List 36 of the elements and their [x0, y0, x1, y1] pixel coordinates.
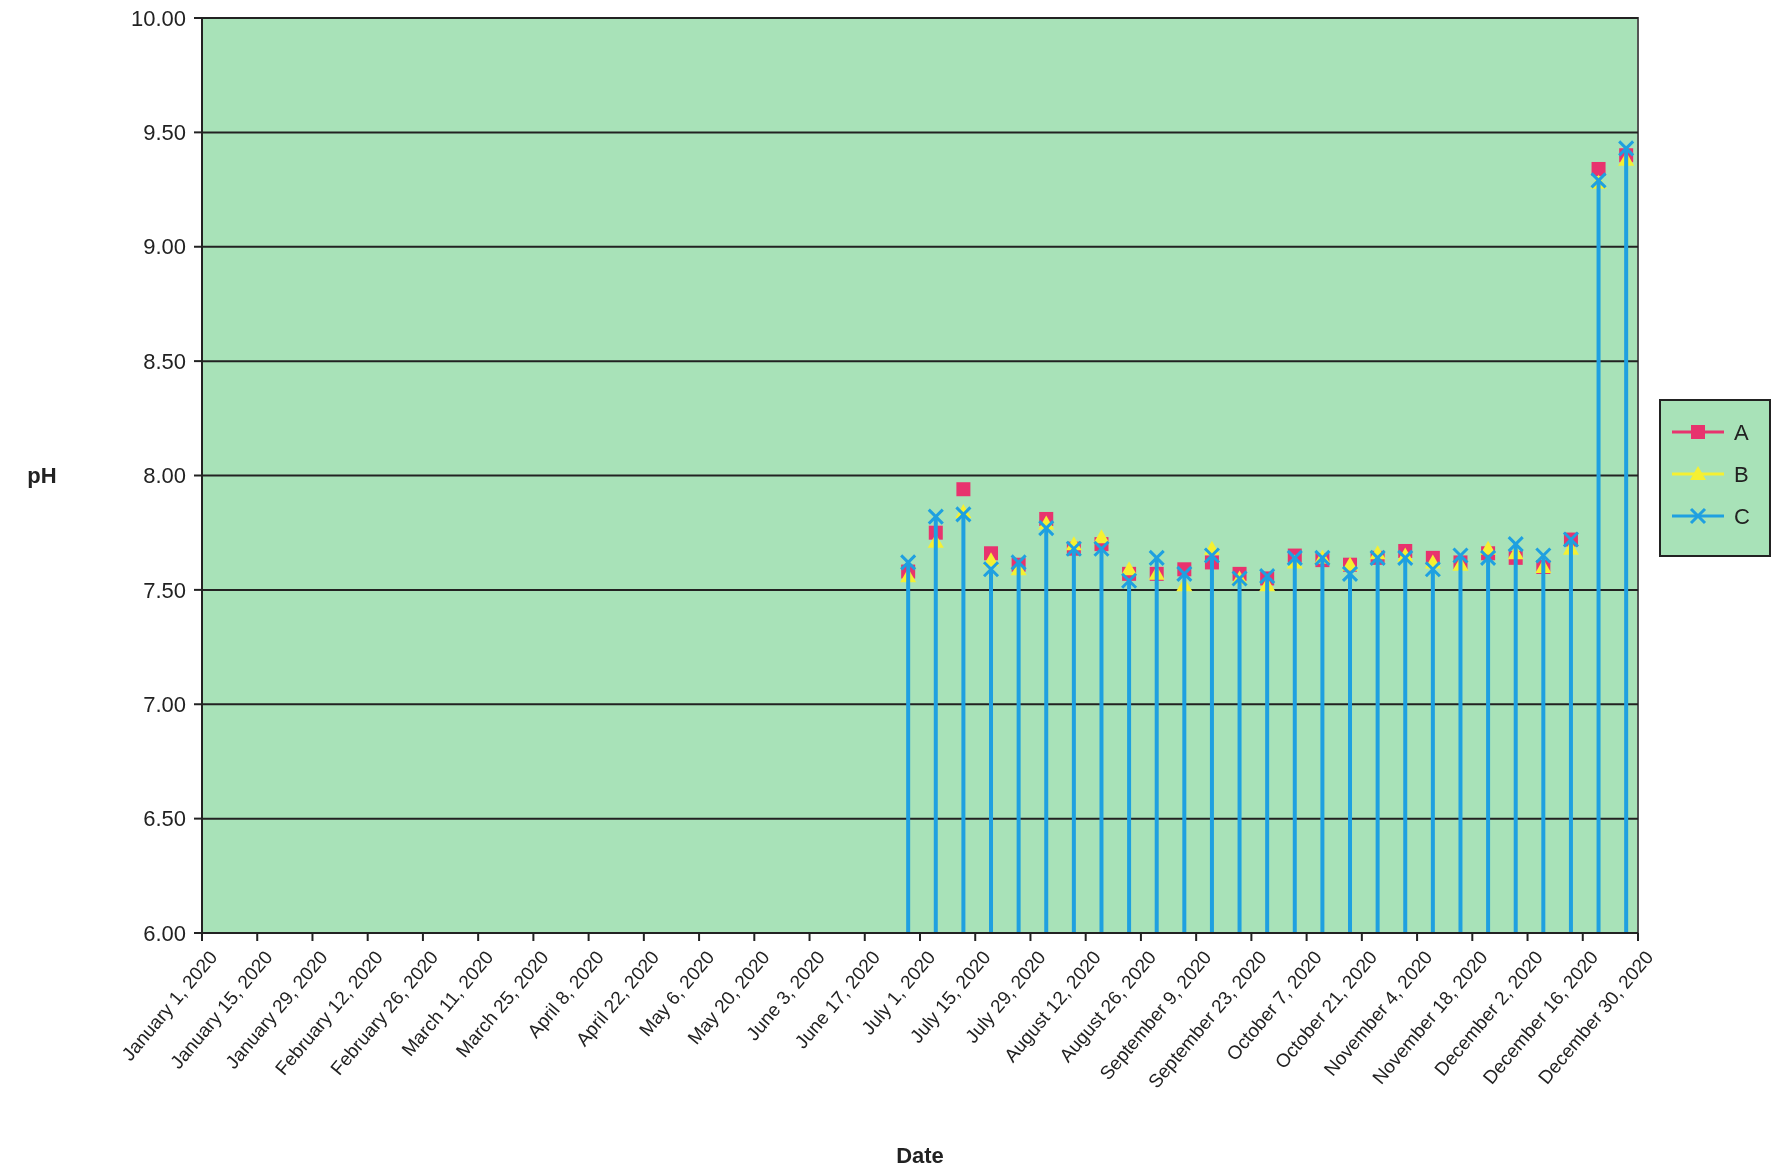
point: [1507, 535, 1525, 553]
point: [1534, 547, 1552, 565]
point: [956, 482, 971, 497]
y-tick-label: 6.00: [143, 920, 186, 946]
point: [927, 508, 945, 526]
point: [1203, 547, 1221, 565]
point: [1341, 565, 1359, 583]
legend-label: B: [1734, 461, 1749, 487]
y-tick-label: 6.50: [143, 806, 186, 832]
y-tick-label: 10.00: [130, 5, 186, 31]
point: [1258, 567, 1276, 585]
point: [982, 560, 1000, 578]
y-tick-label: 8.50: [143, 348, 186, 374]
y-tick-label: 8.00: [143, 463, 186, 489]
point: [1037, 519, 1055, 537]
point: [1092, 540, 1110, 558]
x-axis-title: Date: [896, 1143, 944, 1168]
point: [1451, 547, 1469, 565]
point: [1120, 572, 1138, 590]
y-tick-label: 9.00: [143, 234, 186, 260]
point: [1479, 549, 1497, 567]
point: [1396, 549, 1414, 567]
legend-label: C: [1734, 503, 1750, 529]
point: [1286, 549, 1304, 567]
point: [954, 505, 972, 523]
point: [899, 553, 917, 571]
legend-label: A: [1734, 419, 1749, 445]
point: [1175, 565, 1193, 583]
y-tick-label: 7.00: [143, 691, 186, 717]
y-tick-label: 7.50: [143, 577, 186, 603]
y-tick-label: 9.50: [143, 120, 186, 146]
point: [1010, 553, 1028, 571]
point: [1617, 139, 1635, 157]
point: [1148, 549, 1166, 567]
point: [1424, 560, 1442, 578]
y-axis-title: pH: [27, 463, 57, 489]
